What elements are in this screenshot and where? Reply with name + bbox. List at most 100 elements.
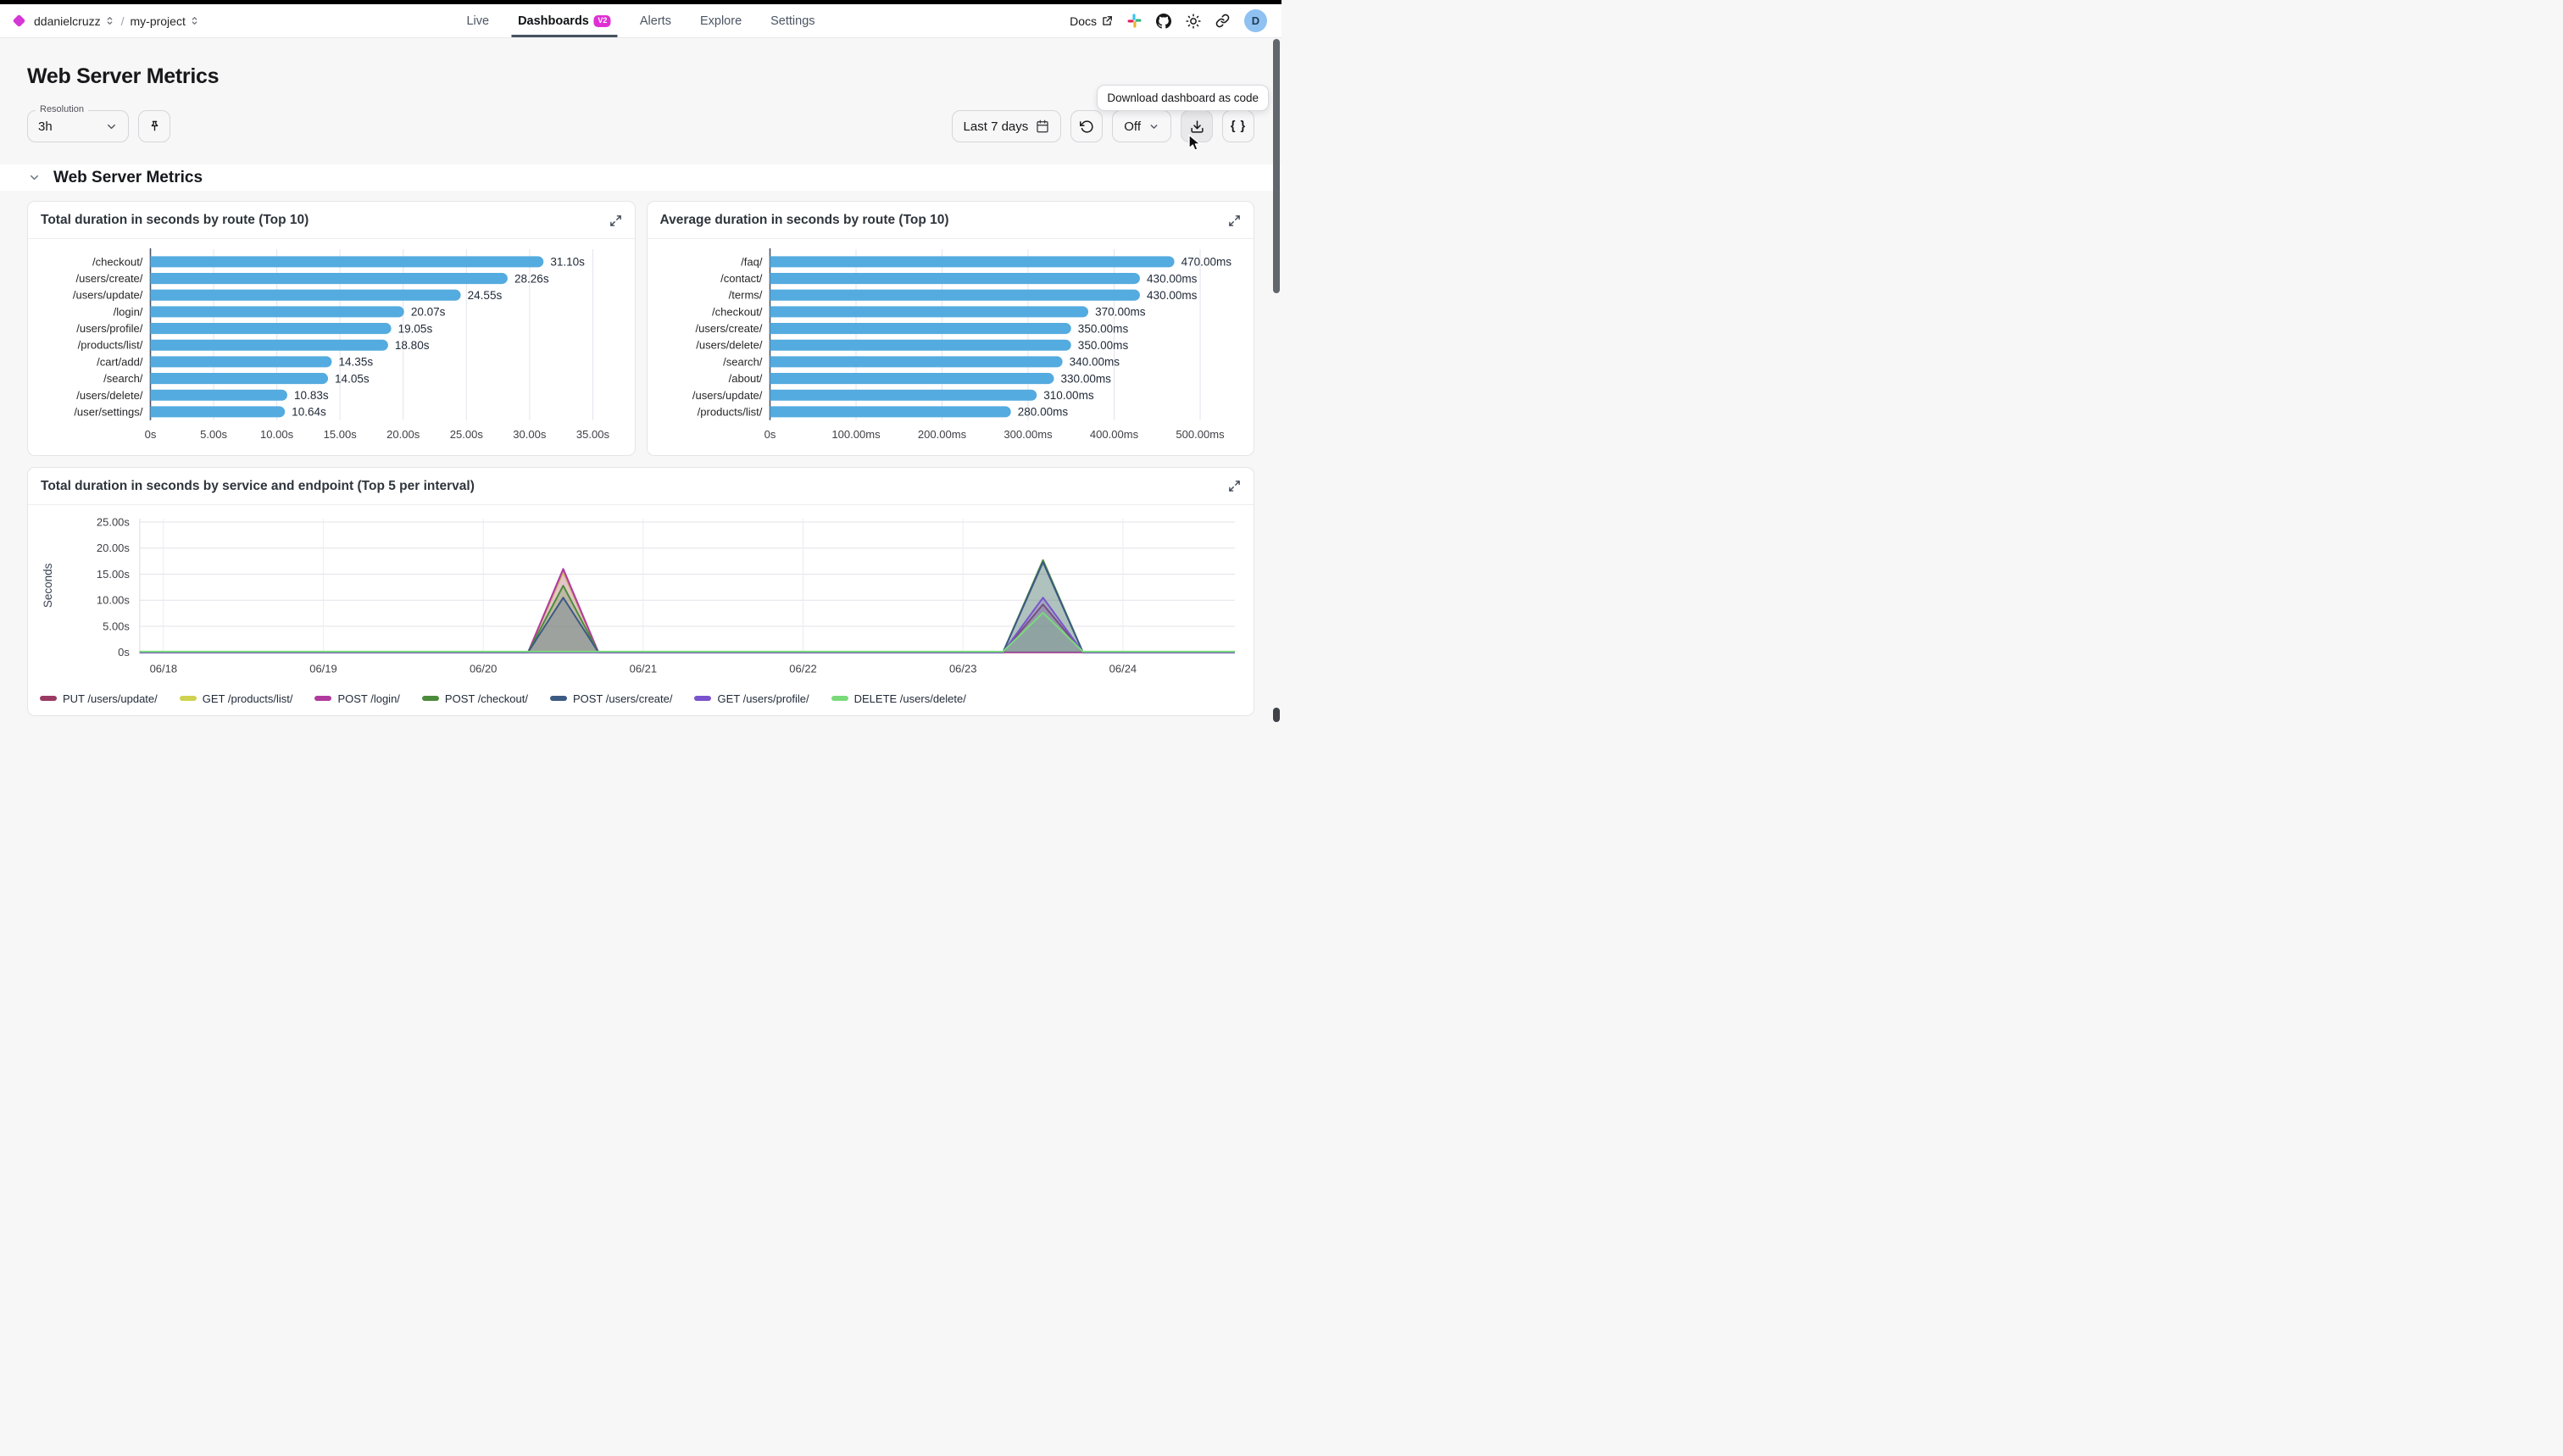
svg-text:14.35s: 14.35s — [339, 356, 374, 369]
svg-text:/users/profile/: /users/profile/ — [76, 322, 143, 335]
github-icon[interactable] — [1156, 13, 1171, 29]
chevron-down-icon — [1150, 124, 1158, 129]
slack-icon[interactable] — [1127, 14, 1142, 28]
legend-item[interactable]: GET /products/list/ — [179, 692, 293, 705]
svg-text:06/24: 06/24 — [1109, 663, 1137, 675]
svg-text:06/20: 06/20 — [470, 663, 497, 675]
expand-icon[interactable] — [1228, 214, 1241, 227]
svg-text:500.00ms: 500.00ms — [1176, 428, 1225, 441]
svg-text:/users/update/: /users/update/ — [73, 289, 143, 302]
user-avatar[interactable]: D — [1244, 9, 1267, 32]
legend-swatch-icon — [421, 695, 439, 702]
legend-label: POST /checkout/ — [444, 692, 528, 705]
svg-text:/login/: /login/ — [114, 305, 143, 318]
svg-text:15.00s: 15.00s — [97, 568, 130, 581]
pin-icon — [151, 120, 158, 131]
project-selector[interactable]: my-project — [131, 14, 200, 28]
svg-text:/checkout/: /checkout/ — [712, 305, 763, 318]
legend-item[interactable]: POST /users/create/ — [549, 692, 672, 705]
v2-badge: V2 — [593, 14, 611, 27]
legend-label: DELETE /users/delete/ — [853, 692, 966, 705]
share-link-icon[interactable] — [1215, 14, 1230, 28]
legend-label: GET /products/list/ — [202, 692, 293, 705]
breadcrumb: ddanielcruzz / my-project — [12, 14, 200, 28]
scrollbar-corner[interactable] — [1273, 708, 1280, 722]
tab-settings[interactable]: Settings — [770, 14, 815, 28]
nav-right-cluster: Docs D — [1070, 9, 1267, 32]
card-duration-by-service-endpoint: Total duration in seconds by service and… — [27, 466, 1254, 716]
code-view-button[interactable]: { } — [1222, 110, 1254, 142]
svg-text:18.80s: 18.80s — [395, 339, 430, 352]
resolution-label: Resolution — [36, 104, 88, 114]
svg-text:5.00s: 5.00s — [200, 428, 227, 441]
section-header[interactable]: Web Server Metrics — [0, 164, 1282, 191]
docs-link[interactable]: Docs — [1070, 14, 1113, 28]
svg-text:370.00ms: 370.00ms — [1095, 306, 1146, 319]
svg-text:0s: 0s — [145, 428, 157, 441]
auto-refresh-select[interactable]: Off — [1112, 110, 1171, 142]
svg-text:06/19: 06/19 — [309, 663, 336, 675]
download-dashboard-button[interactable] — [1181, 110, 1213, 142]
legend-label: POST /login/ — [337, 692, 400, 705]
resolution-select[interactable]: Resolution 3h — [27, 104, 129, 142]
section-collapse-chevron-icon[interactable] — [28, 171, 41, 184]
svg-text:350.00ms: 350.00ms — [1077, 322, 1128, 335]
svg-text:/contact/: /contact/ — [720, 272, 763, 285]
svg-text:10.00s: 10.00s — [260, 428, 294, 441]
svg-text:5.00s: 5.00s — [103, 620, 130, 632]
top-nav: ddanielcruzz / my-project Live Dashboard… — [0, 4, 1282, 38]
tab-dashboards[interactable]: Dashboards V2 — [511, 4, 618, 37]
svg-text:/products/list/: /products/list/ — [78, 339, 143, 352]
download-tooltip: Download dashboard as code — [1097, 85, 1269, 111]
theme-sun-icon[interactable] — [1186, 13, 1201, 29]
tab-alerts[interactable]: Alerts — [639, 14, 671, 28]
legend-item[interactable]: POST /login/ — [314, 692, 400, 705]
svg-text:/users/update/: /users/update/ — [692, 389, 762, 402]
legend-swatch-icon — [549, 695, 567, 702]
vertical-scrollbar-thumb[interactable] — [1273, 39, 1280, 293]
legend-label: PUT /users/update/ — [63, 692, 158, 705]
svg-text:10.00s: 10.00s — [97, 594, 130, 607]
legend-swatch-icon — [314, 695, 332, 702]
window-top-strip — [0, 0, 1282, 4]
svg-text:30.00s: 30.00s — [513, 428, 547, 441]
svg-text:280.00ms: 280.00ms — [1017, 406, 1068, 419]
svg-text:/products/list/: /products/list/ — [697, 405, 762, 418]
legend-swatch-icon — [179, 695, 197, 702]
legend-item[interactable]: GET /users/profile/ — [694, 692, 809, 705]
expand-icon[interactable] — [609, 214, 622, 227]
time-range-button[interactable]: Last 7 days — [951, 110, 1062, 142]
svg-text:19.05s: 19.05s — [398, 322, 433, 335]
svg-text:/search/: /search/ — [723, 355, 763, 368]
svg-text:25.00s: 25.00s — [450, 428, 484, 441]
svg-text:340.00ms: 340.00ms — [1069, 356, 1120, 369]
org-selector[interactable]: ddanielcruzz — [34, 14, 115, 28]
bar-chart-average-duration: 0s 100.00ms 200.00ms 300.00ms 400.00ms 500.00… — [648, 239, 1254, 455]
svg-text:400.00ms: 400.00ms — [1089, 428, 1138, 441]
divider — [647, 238, 1254, 239]
divider — [28, 503, 1254, 505]
svg-text:/faq/: /faq/ — [741, 255, 763, 268]
svg-text:/user/settings/: /user/settings/ — [74, 405, 143, 418]
tab-explore[interactable]: Explore — [699, 14, 742, 28]
svg-text:Seconds: Seconds — [42, 563, 54, 608]
svg-text:/about/: /about/ — [728, 372, 762, 385]
svg-text:24.55s: 24.55s — [468, 289, 503, 302]
legend-item[interactable]: DELETE /users/delete/ — [831, 692, 966, 705]
divider — [28, 238, 635, 239]
svg-text:14.05s: 14.05s — [335, 372, 370, 385]
svg-text:10.83s: 10.83s — [294, 389, 329, 402]
chart-legend: PUT /users/update/GET /products/list/POS… — [28, 692, 1254, 715]
svg-text:15.00s: 15.00s — [324, 428, 358, 441]
svg-text:310.00ms: 310.00ms — [1043, 389, 1094, 402]
chevron-up-down-icon — [192, 17, 197, 25]
expand-icon[interactable] — [1228, 480, 1241, 492]
legend-item[interactable]: POST /checkout/ — [421, 692, 528, 705]
svg-text:300.00ms: 300.00ms — [1004, 428, 1053, 441]
pin-dashboard-button[interactable] — [138, 110, 170, 142]
refresh-button[interactable] — [1070, 110, 1104, 142]
svg-text:20.07s: 20.07s — [411, 306, 446, 319]
svg-text:28.26s: 28.26s — [514, 272, 549, 285]
tab-live[interactable]: Live — [466, 14, 490, 28]
legend-item[interactable]: PUT /users/update/ — [40, 692, 158, 705]
